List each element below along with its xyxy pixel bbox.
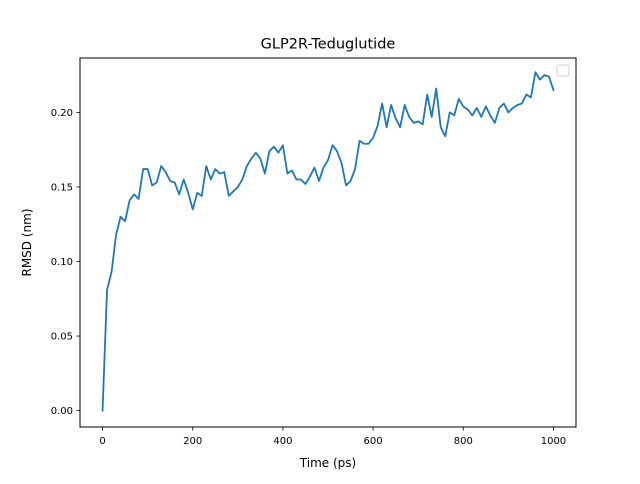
series-line-rmsd: [101, 71, 555, 412]
x-tick-label: 800: [454, 436, 473, 447]
y-tick-label: 0.20: [51, 108, 73, 119]
y-axis-label: RMSD (nm): [20, 208, 34, 276]
x-tick-label: 1000: [541, 436, 566, 447]
x-tick-label: 0: [99, 436, 105, 447]
chart-title: GLP2R-Teduglutide: [261, 37, 396, 53]
x-axis-ticks: 0 200 400 600 800 1000: [99, 427, 566, 447]
legend-box: [556, 64, 570, 77]
y-axis-ticks: 0.00 0.05 0.10 0.15 0.20: [51, 108, 80, 417]
x-tick-label: 600: [364, 436, 383, 447]
x-axis-label: Time (ps): [299, 456, 356, 470]
y-tick-label: 0.15: [51, 183, 73, 194]
y-tick-label: 0.00: [51, 406, 73, 417]
x-tick-label: 200: [183, 436, 202, 447]
plot-area: 0 200 400 600 800 1000 0.00 0.05 0.10 0.15 0.20: [51, 57, 577, 447]
y-tick-label: 0.10: [51, 257, 73, 268]
axes-frame: [79, 57, 577, 428]
y-tick-label: 0.05: [51, 332, 73, 343]
x-tick-label: 400: [273, 436, 292, 447]
